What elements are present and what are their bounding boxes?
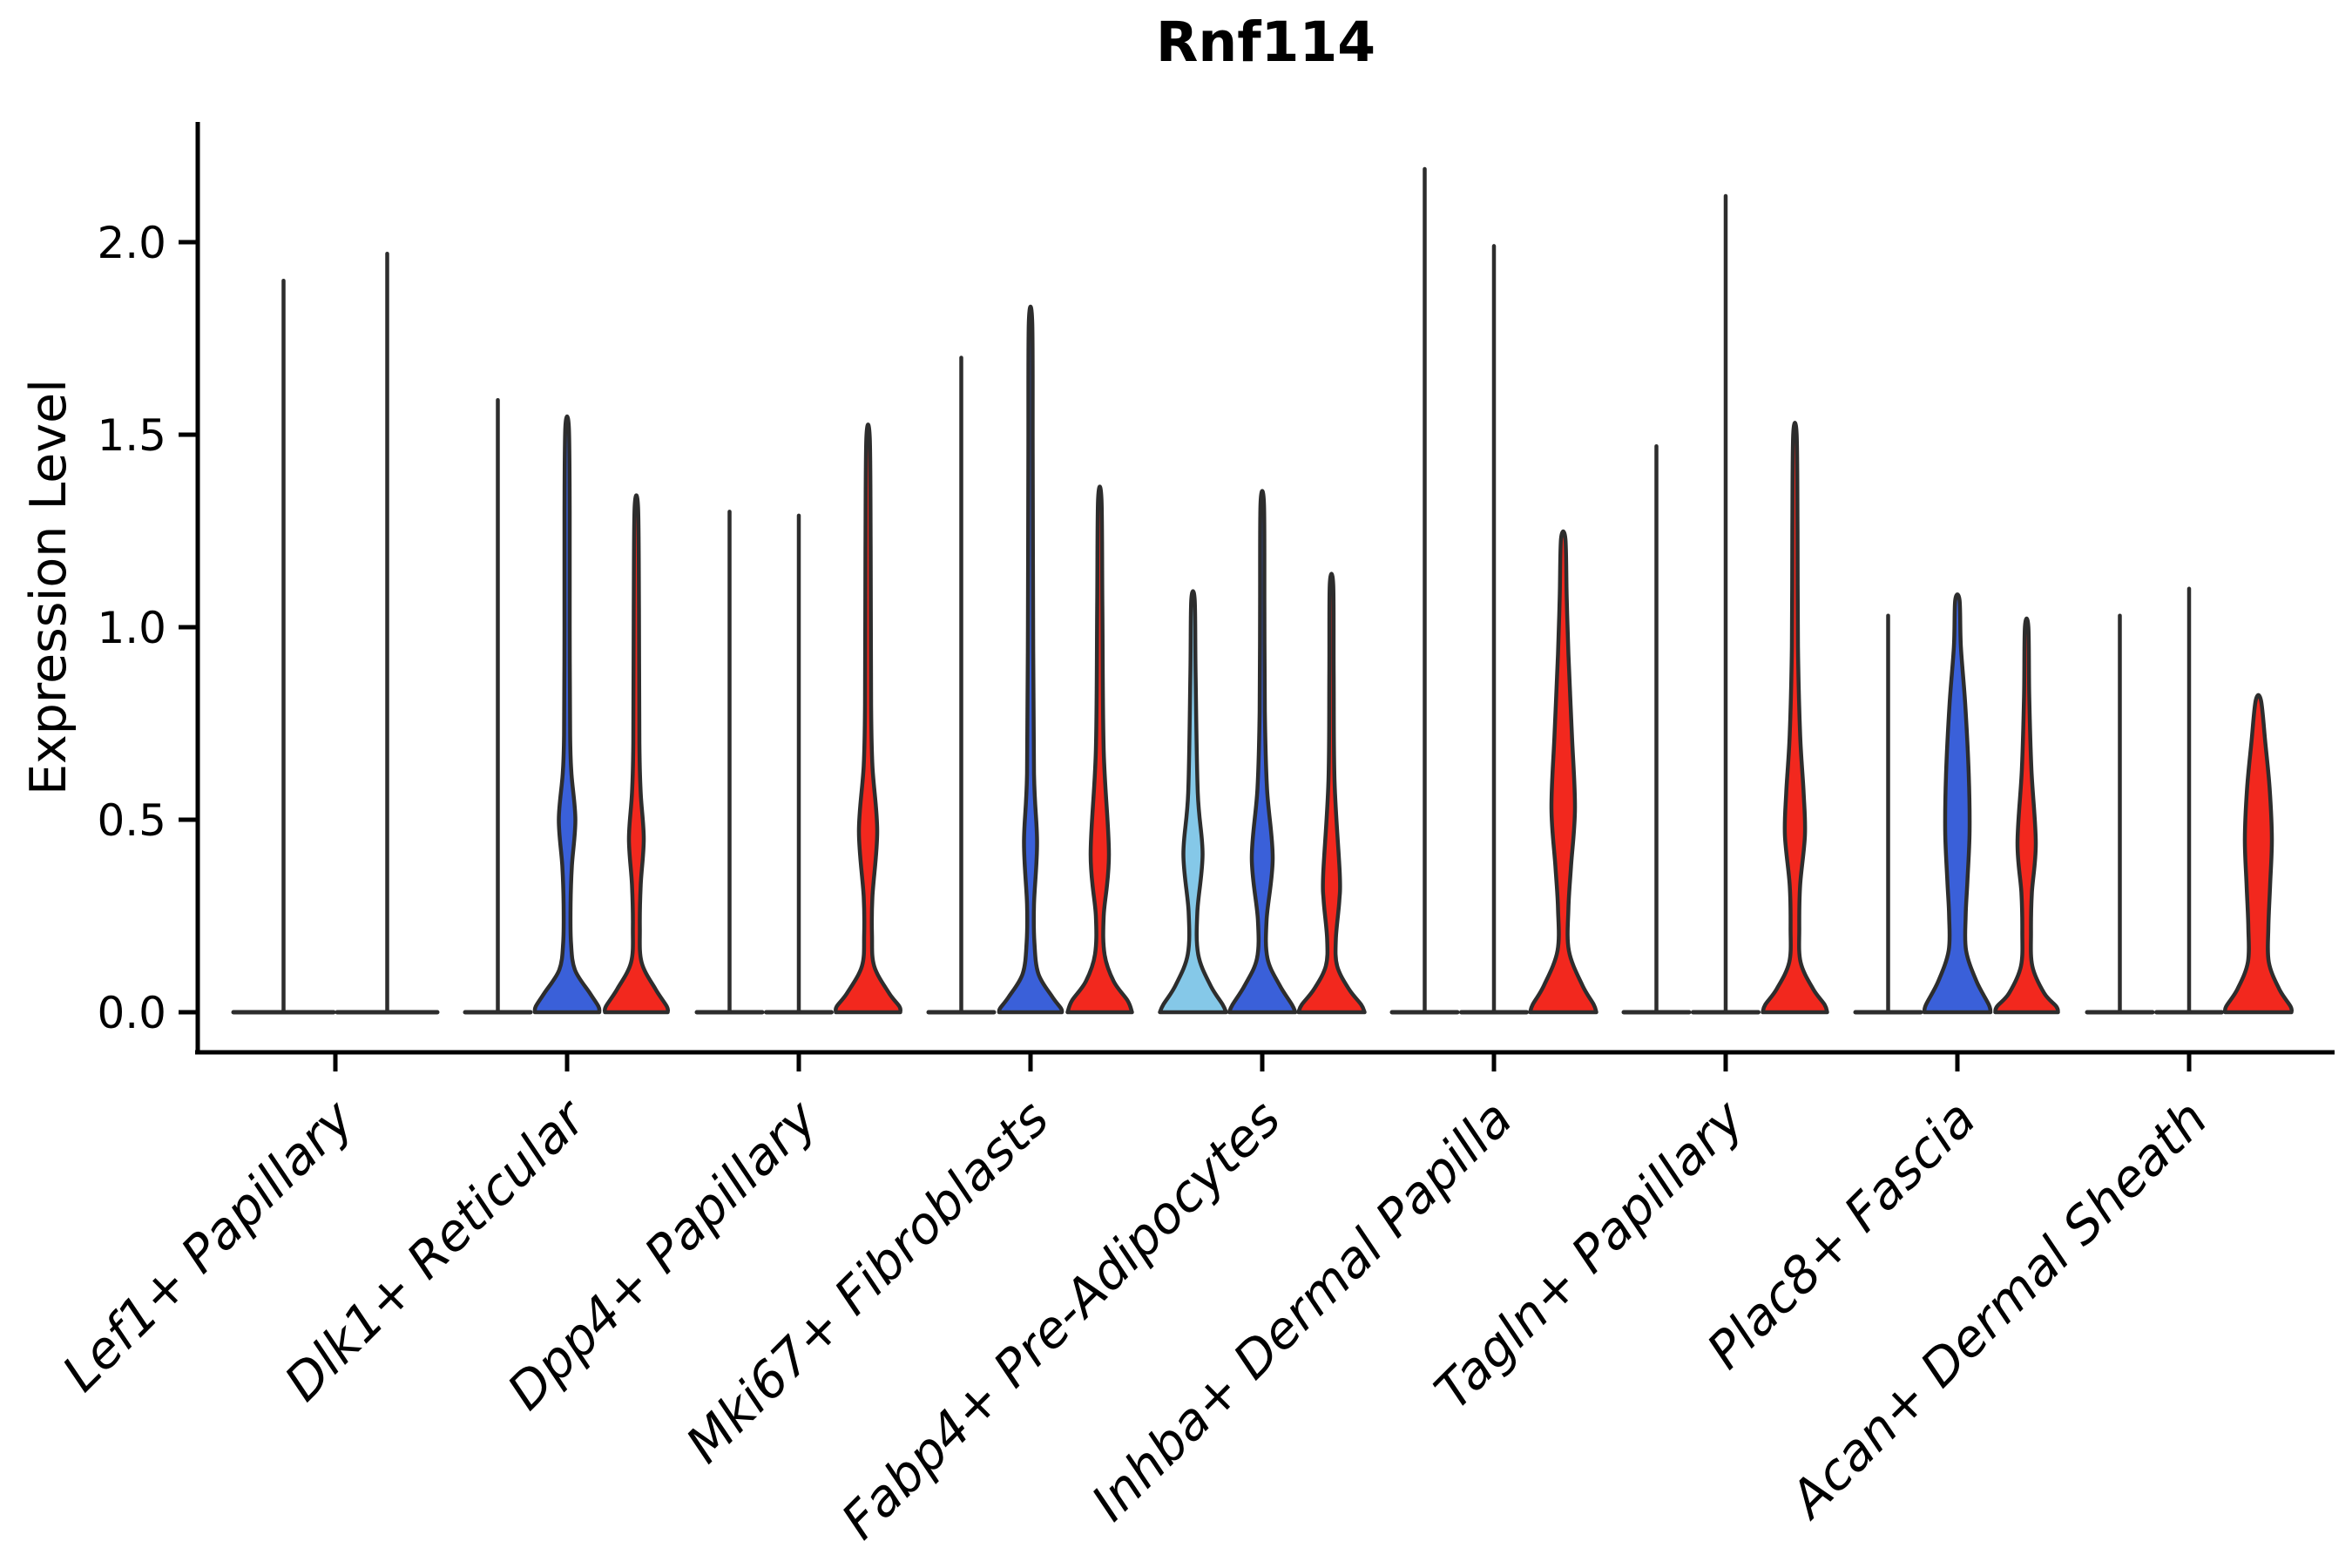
violin-body xyxy=(1158,589,1228,1015)
violin xyxy=(1296,571,1367,1015)
violin xyxy=(231,278,336,1015)
y-tick-label: 0.5 xyxy=(97,795,166,846)
violin xyxy=(1227,489,1298,1015)
violin-body xyxy=(1065,484,1134,1015)
violin xyxy=(602,493,671,1015)
violin xyxy=(1993,616,2060,1015)
violin xyxy=(1853,613,1923,1015)
violin xyxy=(997,304,1064,1015)
violin xyxy=(2085,613,2155,1015)
y-tick-label: 1.0 xyxy=(97,603,166,653)
violin-body xyxy=(834,422,902,1015)
violin xyxy=(764,513,834,1015)
y-tick-label: 2.0 xyxy=(97,218,166,268)
violin xyxy=(1922,592,1993,1015)
violin xyxy=(1761,420,1829,1015)
violin xyxy=(1158,589,1228,1015)
violin-body xyxy=(1993,616,2060,1015)
violin-body xyxy=(532,414,602,1015)
violin-body xyxy=(1528,529,1598,1015)
violin xyxy=(2154,586,2224,1015)
violin xyxy=(1691,193,1761,1015)
violin xyxy=(2222,693,2295,1015)
violin xyxy=(335,252,440,1015)
violin-body xyxy=(1296,571,1367,1015)
violin-body xyxy=(997,304,1064,1015)
violin-body xyxy=(1227,489,1298,1015)
violin xyxy=(1528,529,1598,1015)
violin xyxy=(694,510,765,1015)
violin xyxy=(1389,166,1460,1015)
y-tick-label: 1.5 xyxy=(97,410,166,461)
violin xyxy=(1459,244,1529,1015)
violin xyxy=(463,397,533,1015)
violin xyxy=(834,422,902,1015)
x-category-label: Inhba+ Dermal Papilla xyxy=(1080,1089,1524,1532)
violin xyxy=(532,414,602,1015)
violin-body xyxy=(1761,420,1829,1015)
violin-body xyxy=(2222,693,2295,1015)
violin xyxy=(1621,444,1692,1015)
violin xyxy=(1065,484,1134,1015)
x-category-label: Acan+ Dermal Sheath xyxy=(1776,1089,2219,1531)
y-tick-label: 0.0 xyxy=(97,988,166,1038)
x-category-label: Fabp4+ Pre-Adipocytes xyxy=(830,1089,1292,1551)
chart-title: Rnf114 xyxy=(1155,10,1376,74)
violin-body xyxy=(1922,592,1993,1015)
violin-body xyxy=(602,493,671,1015)
violin xyxy=(926,355,997,1015)
